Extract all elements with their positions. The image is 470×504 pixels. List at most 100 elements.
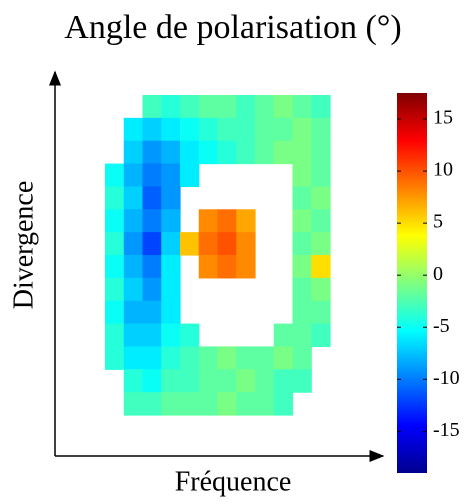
cell (180, 95, 200, 119)
cell (142, 300, 162, 325)
colorbar-tick-label: 15 (433, 107, 453, 129)
cell (123, 209, 144, 233)
cell (123, 369, 144, 393)
colorbar-tick-label: 5 (433, 211, 443, 233)
cell (255, 369, 275, 393)
cell (123, 140, 144, 165)
cell (311, 95, 331, 119)
cell (123, 346, 144, 370)
cell (236, 392, 256, 416)
cell (105, 209, 125, 233)
cell (236, 209, 256, 233)
cell (142, 163, 162, 188)
cell (123, 300, 144, 325)
cell (198, 346, 219, 370)
cell (292, 95, 312, 119)
cell (142, 232, 162, 256)
cell (273, 346, 294, 370)
cell (236, 95, 256, 119)
cell (236, 117, 256, 142)
cell (255, 346, 275, 370)
cell (105, 163, 125, 188)
cell (236, 140, 256, 165)
cell (161, 392, 181, 416)
cell (161, 163, 181, 188)
cell (142, 346, 162, 370)
cell (311, 232, 331, 256)
cell (292, 346, 312, 370)
cell (198, 392, 219, 416)
cell (311, 140, 331, 165)
cell (105, 232, 125, 256)
cell (142, 209, 162, 233)
cell (273, 323, 294, 348)
cell (217, 209, 237, 233)
cell (217, 140, 237, 165)
cell (105, 186, 125, 210)
cell (255, 95, 275, 119)
cell (311, 163, 331, 188)
cell (292, 140, 312, 165)
cell (311, 117, 331, 142)
cell (123, 323, 144, 348)
cell (142, 392, 162, 416)
cell (142, 95, 162, 119)
cell (161, 300, 181, 325)
cell (142, 186, 162, 210)
colorbar-tick-label: 10 (433, 159, 453, 181)
x-axis-label: Fréquence (175, 466, 292, 497)
colorbar-tick-label: 0 (433, 263, 443, 285)
cell (292, 117, 312, 142)
cell (236, 232, 256, 256)
cell (198, 369, 219, 393)
cell (180, 369, 200, 393)
cell (123, 232, 144, 256)
y-axis-label: Divergence (8, 181, 39, 310)
cell (123, 163, 144, 188)
cell (123, 186, 144, 210)
cell (255, 140, 275, 165)
cell (273, 117, 294, 142)
cell (311, 300, 331, 325)
cell (161, 140, 181, 165)
cell (273, 369, 294, 393)
cell (161, 232, 181, 256)
cell (292, 186, 312, 210)
cell (217, 346, 237, 370)
cell (198, 255, 219, 279)
cell (292, 232, 312, 256)
cell (311, 186, 331, 210)
colorbar-tick-label: -15 (433, 419, 460, 441)
cell (161, 346, 181, 370)
cell (273, 140, 294, 165)
cell (311, 209, 331, 233)
cell (255, 392, 275, 416)
cell (161, 369, 181, 393)
cell (161, 277, 181, 302)
cell (311, 277, 331, 302)
cell (198, 209, 219, 233)
heatmap (105, 95, 331, 416)
cell (161, 117, 181, 142)
cell (142, 323, 162, 348)
cell (236, 369, 256, 393)
cell (161, 323, 181, 348)
cell (217, 369, 237, 393)
colorbar (397, 93, 427, 473)
cell (217, 255, 237, 279)
cell (105, 255, 125, 279)
cell (273, 392, 294, 416)
cell (198, 140, 219, 165)
cell (180, 163, 200, 188)
cell (292, 300, 312, 325)
cell (311, 255, 331, 279)
cell (142, 255, 162, 279)
cell (161, 209, 181, 233)
cell (180, 392, 200, 416)
cell (217, 392, 237, 416)
cell (180, 140, 200, 165)
cell (105, 346, 125, 370)
cell (198, 232, 219, 256)
cell (217, 232, 237, 256)
cell (255, 117, 275, 142)
